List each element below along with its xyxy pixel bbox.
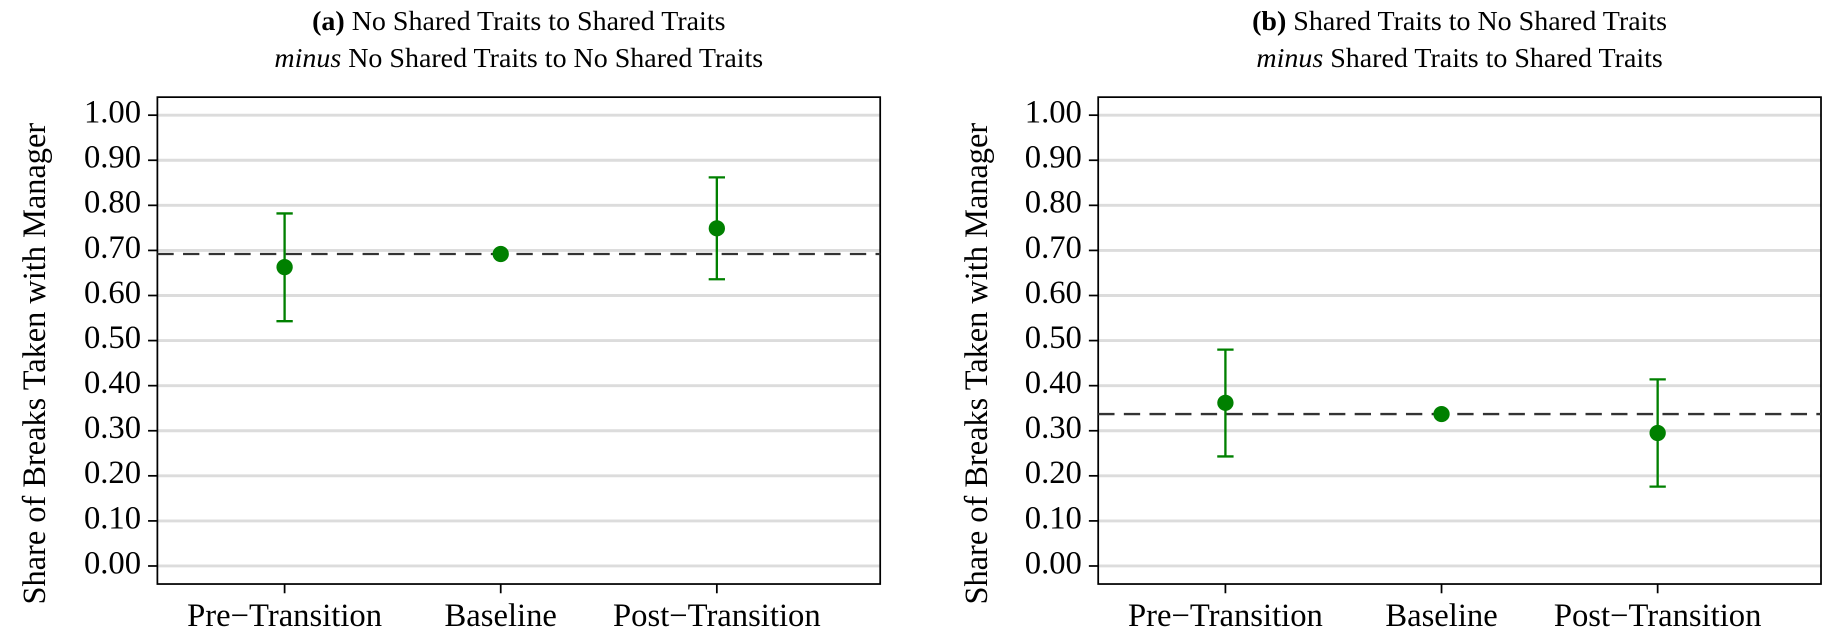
chart-title: (a) No Shared Traits to Shared Traits: [312, 6, 725, 37]
title-space: [341, 43, 348, 74]
y-tick-label: 0.90: [1025, 140, 1082, 176]
y-tick-label: 0.20: [1025, 455, 1082, 491]
y-tick-label: 1.00: [84, 95, 141, 131]
chart-subtitle: minus No Shared Traits to No Shared Trai…: [274, 43, 763, 74]
y-tick-label: 0.30: [1025, 410, 1082, 446]
y-tick-label: 0.80: [1025, 185, 1082, 221]
y-tick-label: 0.50: [84, 320, 141, 356]
y-tick-label: 0.30: [84, 410, 141, 446]
plot-frame: [1097, 96, 1822, 585]
y-tick-label: 0.60: [1025, 275, 1082, 311]
point: [1433, 405, 1450, 423]
x-tick-label: Pre−Transition: [187, 598, 382, 634]
title-space: [1286, 6, 1293, 37]
title-italic: minus: [274, 43, 341, 74]
y-tick-label: 0.50: [1025, 320, 1082, 356]
y-tick-label: 0.20: [84, 455, 141, 491]
title-text: Shared Traits to No Shared Traits: [1293, 6, 1667, 37]
y-axis-label: Share of Breaks Taken with Manager: [17, 123, 53, 605]
x-tick-label: Post−Transition: [613, 598, 821, 634]
title-italic: minus: [1256, 43, 1323, 74]
plot-frame: [156, 96, 882, 585]
y-tick-label: 0.70: [1025, 230, 1082, 266]
point: [708, 220, 725, 237]
y-axis-label: Share of Breaks Taken with Manager: [959, 123, 995, 605]
y-tick-label: 0.10: [1025, 500, 1082, 536]
x-tick-label: Baseline: [1385, 598, 1497, 634]
title-bold: (a): [312, 6, 345, 37]
y-tick-label: 0.40: [1025, 365, 1082, 401]
chart-title: (b) Shared Traits to No Shared Traits: [1252, 6, 1667, 37]
x-tick-label: Pre−Transition: [1128, 598, 1323, 634]
point: [276, 259, 293, 276]
title-space: [345, 6, 352, 37]
point: [1649, 424, 1666, 442]
y-tick-label: 0.00: [84, 546, 141, 582]
y-label-group: Share of Breaks Taken with Manager: [17, 123, 53, 605]
y-tick-label: 0.80: [84, 185, 141, 221]
y-tick-label: 0.90: [84, 140, 141, 176]
title-text: No Shared Traits to No Shared Traits: [348, 43, 763, 74]
y-label-group: Share of Breaks Taken with Manager: [959, 123, 995, 605]
y-tick-label: 0.40: [84, 365, 141, 401]
point: [1217, 394, 1234, 411]
title-space: [1323, 43, 1330, 74]
y-tick-label: 0.70: [84, 230, 141, 266]
y-tick-label: 1.00: [1025, 95, 1082, 131]
title-bold: (b): [1252, 6, 1286, 37]
y-tick-label: 0.60: [84, 275, 141, 311]
y-tick-label: 0.00: [1025, 546, 1082, 582]
chart-subtitle: minus Shared Traits to Shared Traits: [1256, 43, 1662, 74]
point: [492, 245, 509, 263]
y-tick-label: 0.10: [84, 500, 141, 536]
title-text: No Shared Traits to Shared Traits: [352, 6, 726, 37]
x-tick-label: Baseline: [445, 598, 557, 634]
x-tick-label: Post−Transition: [1554, 598, 1762, 634]
title-text: Shared Traits to Shared Traits: [1330, 43, 1663, 74]
